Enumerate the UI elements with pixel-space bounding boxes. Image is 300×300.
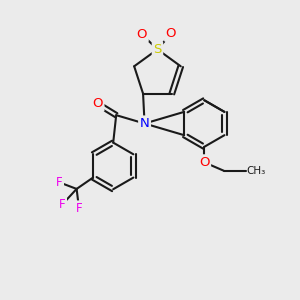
Text: N: N — [140, 117, 149, 130]
Text: O: O — [166, 27, 176, 40]
Text: F: F — [56, 176, 63, 189]
Text: O: O — [137, 28, 147, 41]
Text: F: F — [76, 202, 82, 215]
Text: O: O — [92, 97, 103, 110]
Text: CH₃: CH₃ — [247, 166, 266, 176]
Text: F: F — [59, 198, 66, 211]
Text: S: S — [153, 43, 162, 56]
Text: O: O — [199, 156, 209, 169]
